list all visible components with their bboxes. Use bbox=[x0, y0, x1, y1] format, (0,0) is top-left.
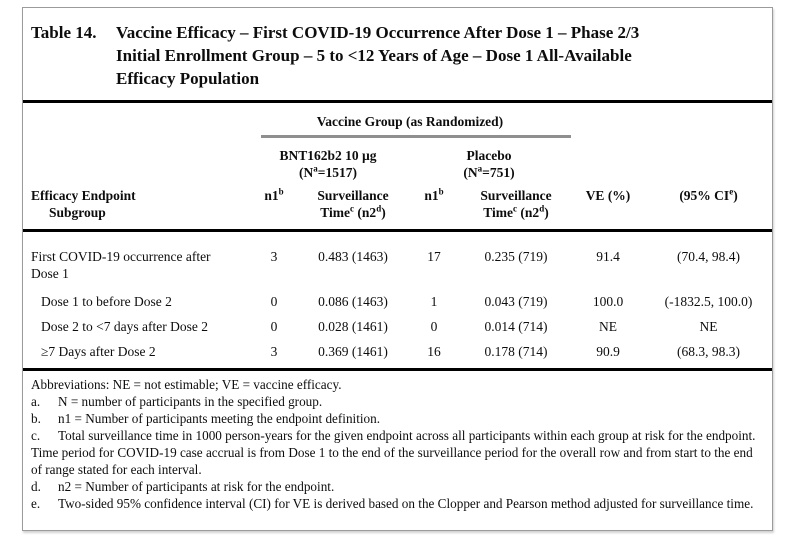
cell-placebo-n1: 17 bbox=[427, 249, 441, 264]
cell-ci: (-1832.5, 100.0) bbox=[664, 294, 753, 309]
table-row: Dose 1 to before Dose 2 0 0.086 (1463) 1… bbox=[23, 293, 772, 310]
cell-bnt-n1: 3 bbox=[270, 249, 278, 264]
group-name-bnt162b2: BNT162b2 10 µg bbox=[279, 148, 377, 163]
footnote-text: N = number of participants in the specif… bbox=[58, 394, 323, 409]
vaccine-group-underline bbox=[261, 135, 571, 138]
table-title-line1: Vaccine Efficacy – First COVID-19 Occurr… bbox=[116, 23, 640, 42]
footnote-item-d: d. n2 = Number of participants at risk fo… bbox=[31, 478, 763, 495]
group-name-placebo: Placebo bbox=[466, 148, 512, 163]
group-header-placebo: Placebo (Na=751) bbox=[407, 147, 571, 181]
cell-ci: (70.4, 98.4) bbox=[677, 249, 740, 264]
footnote-marker: e. bbox=[31, 496, 41, 511]
column-header-ve: VE (%) bbox=[585, 188, 631, 203]
footnotes: Abbreviations: NE = not estimable; VE = … bbox=[23, 371, 772, 512]
footnote-abbreviations: Abbreviations: NE = not estimable; VE = … bbox=[31, 377, 342, 392]
cell-ve: 91.4 bbox=[596, 249, 620, 264]
cell-bnt-surveillance: 0.028 (1461) bbox=[318, 319, 388, 334]
vaccine-group-header-row: Vaccine Group (as Randomized) bbox=[23, 103, 772, 138]
row-label: Dose 2 to <7 days after Dose 2 bbox=[41, 319, 208, 334]
row-label: Dose 1 to before Dose 2 bbox=[41, 294, 172, 309]
table-row: First COVID-19 occurrence after Dose 1 3… bbox=[23, 248, 772, 282]
table-sheet: Table 14. Vaccine Efficacy – First COVID… bbox=[22, 7, 773, 531]
cell-ci: NE bbox=[699, 319, 718, 334]
cell-bnt-surveillance: 0.086 (1463) bbox=[318, 294, 388, 309]
cell-placebo-surveillance: 0.043 (719) bbox=[484, 294, 548, 309]
footnote-text: Total surveillance time in 1000 person-y… bbox=[31, 428, 756, 477]
group-n-bnt162b2: (Na=1517) bbox=[299, 163, 357, 180]
cell-bnt-n1: 0 bbox=[270, 294, 278, 309]
table-title-line2: Initial Enrollment Group – 5 to <12 Year… bbox=[116, 46, 632, 65]
footnote-item-b: b. n1 = Number of participants meeting th… bbox=[31, 410, 763, 427]
column-header-surveillance-placebo: Surveillance Timec (n2d) bbox=[461, 187, 571, 221]
footnote-marker: b. bbox=[31, 411, 41, 426]
cell-placebo-n1: 1 bbox=[430, 294, 438, 309]
footnote-text: n2 = Number of participants at risk for … bbox=[58, 479, 335, 494]
footnote-item-c: c. Total surveillance time in 1000 person… bbox=[31, 427, 763, 478]
vaccine-group-header-label: Vaccine Group (as Randomized) bbox=[316, 114, 504, 129]
column-header-n1-placebo: n1b bbox=[424, 186, 444, 203]
cell-placebo-surveillance: 0.235 (719) bbox=[484, 249, 548, 264]
cell-bnt-surveillance: 0.483 (1463) bbox=[318, 249, 388, 264]
footnote-text: n1 = Number of participants meeting the … bbox=[58, 411, 381, 426]
group-header-bnt162b2: BNT162b2 10 µg (Na=1517) bbox=[249, 147, 407, 181]
table-title-line3: Efficacy Population bbox=[116, 69, 260, 88]
cell-bnt-surveillance: 0.369 (1461) bbox=[318, 344, 388, 359]
footnote-marker: a. bbox=[31, 394, 41, 409]
column-header-surveillance-bnt: Surveillance Timec (n2d) bbox=[299, 187, 407, 221]
vaccine-group-header: Vaccine Group (as Randomized) bbox=[249, 103, 571, 138]
cell-bnt-n1: 0 bbox=[270, 319, 278, 334]
table-caption: Table 14. Vaccine Efficacy – First COVID… bbox=[23, 8, 772, 90]
cell-placebo-surveillance: 0.014 (714) bbox=[484, 319, 548, 334]
title-rule bbox=[23, 100, 772, 103]
cell-bnt-n1: 3 bbox=[270, 344, 278, 359]
footnote-item-e: e. Two-sided 95% confidence interval (CI)… bbox=[31, 495, 763, 512]
body-rule bbox=[23, 368, 772, 371]
cell-placebo-surveillance: 0.178 (714) bbox=[484, 344, 548, 359]
treatment-group-row: BNT162b2 10 µg (Na=1517) Placebo (Na=751… bbox=[23, 147, 772, 181]
cell-placebo-n1: 16 bbox=[427, 344, 441, 359]
footnote-marker: c. bbox=[31, 428, 41, 443]
cell-ci: (68.3, 98.3) bbox=[677, 344, 740, 359]
cell-ve: 90.9 bbox=[596, 344, 620, 359]
surveillance-time-line-bnt: Timec (n2d) bbox=[320, 203, 386, 220]
cell-ve: 100.0 bbox=[592, 294, 624, 309]
row-label: First COVID-19 occurrence after Dose 1 bbox=[31, 249, 211, 281]
group-n-placebo: (Na=751) bbox=[463, 163, 515, 180]
table-title: Vaccine Efficacy – First COVID-19 Occurr… bbox=[116, 21, 758, 90]
surveillance-time-line-placebo: Timec (n2d) bbox=[483, 203, 549, 220]
cell-placebo-n1: 0 bbox=[430, 319, 438, 334]
column-header-endpoint: Efficacy Endpoint Subgroup bbox=[31, 188, 136, 220]
header-rule bbox=[23, 229, 772, 232]
column-header-row: Efficacy Endpoint Subgroup n1b Surveilla… bbox=[23, 187, 772, 221]
column-header-n1-bnt: n1b bbox=[264, 186, 284, 203]
table-number-label: Table 14. bbox=[31, 23, 97, 42]
footnote-text: Two-sided 95% confidence interval (CI) f… bbox=[58, 496, 754, 511]
column-header-ci: (95% CIe) bbox=[679, 186, 738, 203]
footnote-item-a: a. N = number of participants in the spec… bbox=[31, 393, 763, 410]
footnote-marker: d. bbox=[31, 479, 41, 494]
row-label: ≥7 Days after Dose 2 bbox=[41, 344, 156, 359]
cell-ve: NE bbox=[599, 319, 617, 334]
table-row: ≥7 Days after Dose 2 3 0.369 (1461) 16 0… bbox=[23, 343, 772, 360]
table-row: Dose 2 to <7 days after Dose 2 0 0.028 (… bbox=[23, 318, 772, 335]
